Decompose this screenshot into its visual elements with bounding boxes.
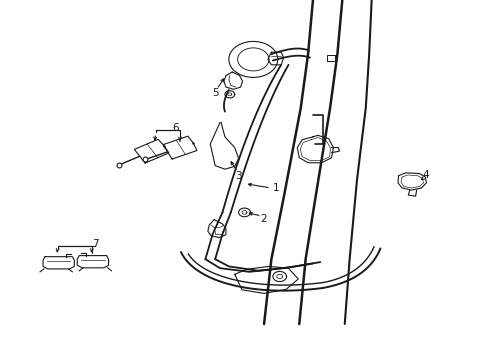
Text: 4: 4 bbox=[421, 170, 428, 180]
Text: 3: 3 bbox=[235, 171, 242, 181]
Text: 1: 1 bbox=[272, 183, 279, 193]
Text: 6: 6 bbox=[172, 123, 179, 133]
Text: 7: 7 bbox=[92, 239, 99, 249]
Text: 5: 5 bbox=[211, 88, 218, 98]
Text: 2: 2 bbox=[260, 214, 267, 224]
